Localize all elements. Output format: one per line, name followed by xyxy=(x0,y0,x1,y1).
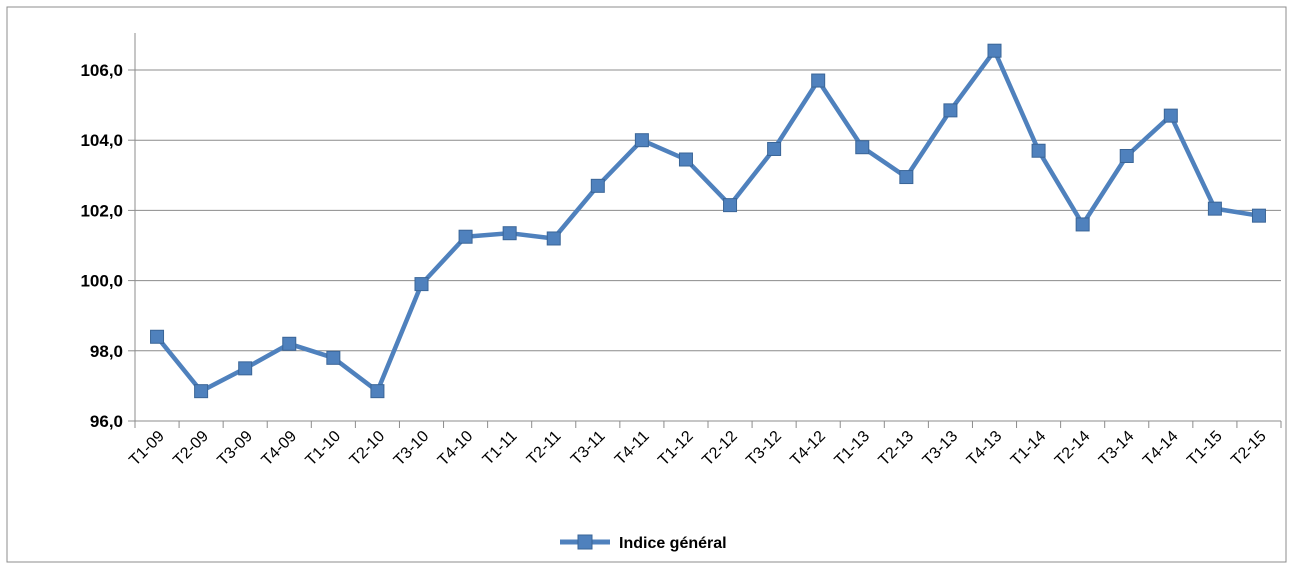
data-point-marker xyxy=(767,141,782,156)
legend-marker-swatch xyxy=(577,534,593,550)
data-point-marker xyxy=(723,198,738,213)
data-point-marker xyxy=(1119,148,1134,163)
data-point-marker xyxy=(1207,201,1222,216)
data-point-marker xyxy=(634,133,649,148)
data-point-marker xyxy=(238,361,253,376)
data-point-marker xyxy=(678,152,693,167)
data-point-marker xyxy=(899,170,914,185)
y-tick-label: 106,0 xyxy=(80,61,123,80)
gridlines xyxy=(135,69,1281,352)
data-point-marker xyxy=(1251,208,1266,223)
series xyxy=(150,43,1266,399)
data-point-marker xyxy=(150,329,165,344)
data-point-marker xyxy=(414,277,429,292)
data-point-marker xyxy=(1075,217,1090,232)
data-point-marker xyxy=(590,178,605,193)
data-point-marker xyxy=(943,103,958,118)
data-point-marker xyxy=(987,43,1002,58)
data-point-marker xyxy=(326,350,341,365)
data-point-marker xyxy=(855,140,870,155)
y-tick-label: 98,0 xyxy=(90,342,123,361)
y-tick-label: 104,0 xyxy=(80,131,123,150)
y-tick-label: 96,0 xyxy=(90,412,123,431)
chart-border xyxy=(6,6,1287,563)
data-point-marker xyxy=(194,384,209,399)
data-point-marker xyxy=(370,384,385,399)
data-point-marker xyxy=(811,73,826,88)
data-point-marker xyxy=(546,231,561,246)
data-point-marker xyxy=(1031,143,1046,158)
y-tick-label: 102,0 xyxy=(80,201,123,220)
axes xyxy=(128,33,1282,428)
y-axis-ticks: 96,0 98,0 100,0 102,0 104,0 106,0 xyxy=(80,61,123,431)
y-tick-label: 100,0 xyxy=(80,272,123,291)
data-point-marker xyxy=(458,229,473,244)
legend-label: Indice général xyxy=(619,535,727,552)
data-point-marker xyxy=(502,226,517,241)
data-point-marker xyxy=(1163,108,1178,123)
legend: Indice général xyxy=(560,534,727,552)
series-line xyxy=(154,48,1262,394)
data-point-marker xyxy=(282,336,297,351)
